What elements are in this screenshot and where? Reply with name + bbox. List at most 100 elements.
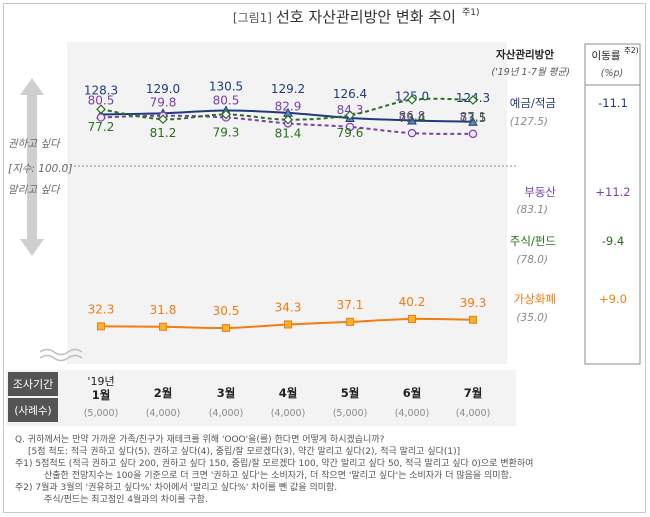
label-s3-3: 79.3 <box>213 125 240 139</box>
label-s2-4: 82.9 <box>275 99 302 113</box>
point-s3-5 <box>345 110 355 121</box>
tick-sample-2: (4,000) <box>146 408 181 419</box>
tick-sample-1: (5,000) <box>84 408 119 419</box>
tick-month-4: 4월 <box>279 386 298 400</box>
figure-frame <box>3 3 646 513</box>
tick-sample-3: (4,000) <box>209 408 244 419</box>
label-s2-1: 80.5 <box>88 93 115 107</box>
label-s2-5: 84.3 <box>337 103 364 117</box>
column-shade-3 <box>192 42 260 364</box>
axis-break-icon <box>39 348 83 362</box>
point-s4-4 <box>284 320 292 329</box>
column-shade-5 <box>316 42 384 364</box>
legend-name-4: 가상화폐 <box>514 292 556 306</box>
note-2a: 주2) 7월과 3월의 '권유하고 싶다%' 차이에서 '말리고 싶다%' 차이… <box>15 481 337 493</box>
point-s3-6 <box>407 94 417 105</box>
legend-name-2: 부동산 <box>524 185 556 199</box>
axis-top-label: 권하고 싶다 <box>8 138 61 150</box>
column-shade-2 <box>129 42 197 364</box>
series-3: 77.2 81.2 79.3 81.4 79.6 73.4 73.5 <box>88 94 487 141</box>
point-s1-6 <box>407 115 417 125</box>
point-s4-6 <box>408 314 416 323</box>
legend-avg-4: (35.0) <box>516 312 548 324</box>
legend-change-4: +9.0 <box>599 292 627 306</box>
point-s4-1 <box>97 322 105 331</box>
tick-sample-7: (4,000) <box>456 408 491 419</box>
point-s4-7 <box>469 315 477 324</box>
label-s4-7: 39.3 <box>460 296 487 310</box>
label-s2-6: 86.8 <box>399 109 426 123</box>
label-s4-6: 40.2 <box>399 295 426 309</box>
figure-tag: [그림1] <box>233 11 272 25</box>
legend-change-1: -11.1 <box>598 96 628 110</box>
tick-month-3: 3월 <box>217 386 236 400</box>
figure-header: [그림1] 선호 자산관리방안 변화 추이 주1) <box>233 7 480 26</box>
label-s2-7: 87.1 <box>460 110 487 124</box>
label-s4-1: 32.3 <box>88 302 115 316</box>
point-s2-6 <box>407 128 417 138</box>
change-column-box <box>584 43 641 365</box>
tick-month-2: 2월 <box>154 386 173 400</box>
figure-title-note: 주1) <box>462 7 480 18</box>
note-question: Q. 귀하께서는 만약 가까운 가족/친구가 재테크를 위해 'OOO'을(를)… <box>15 433 385 445</box>
label-s1-5: 126.4 <box>333 87 367 101</box>
label-s1-2: 129.0 <box>146 82 180 96</box>
column-shade-4 <box>254 42 322 364</box>
series-layer: 128.3129.0130.5129.2126.4125.0124.380.57… <box>84 79 490 332</box>
point-s4-2 <box>159 322 167 331</box>
note-1a: 주1) 5점척도 (적극 권하고 싶다 200, 권하고 싶다 150, 중립/… <box>15 457 533 469</box>
note-1b: 산출한 전망지수는 100을 기준으로 더 크면 '권하고 싶다'는 소비자가,… <box>44 469 512 481</box>
tick-month-5: 5월 <box>341 386 360 400</box>
change-title-note: 주2) <box>624 46 639 55</box>
footnotes: Q. 귀하께서는 만약 가까운 가족/친구가 재테크를 위해 'OOO'을(를)… <box>15 433 533 505</box>
column-shade-1 <box>67 42 135 364</box>
legend-header-label: 자산관리방안 <box>496 48 554 61</box>
change-title: 이동률 <box>592 50 621 62</box>
label-s4-4: 34.3 <box>275 300 302 314</box>
legend-name-1: 예금/적금 <box>510 96 556 110</box>
label-s4-3: 30.5 <box>213 304 240 318</box>
point-s3-7 <box>468 95 478 105</box>
change-unit: (%p) <box>601 68 623 79</box>
axis-bottom-label: 말리고 싶다 <box>8 184 61 196</box>
point-s3-1 <box>96 104 106 115</box>
label-s3-7: 73.5 <box>460 111 487 125</box>
note-2b: 주식/펀드는 최고점인 4월과의 차이를 구함. <box>44 493 208 505</box>
point-s1-7 <box>468 116 478 126</box>
legend-avg-1: (127.5) <box>510 116 548 128</box>
column-shading <box>67 42 507 364</box>
legend-header-sub: ('19년 1-7월 평균) <box>491 67 570 78</box>
label-s2-2: 79.8 <box>150 96 177 110</box>
point-s2-7 <box>468 129 478 139</box>
label-s3-4: 81.4 <box>275 127 302 141</box>
figure-title: 선호 자산관리방안 변화 추이 <box>276 8 456 26</box>
label-s1-1: 128.3 <box>84 83 118 97</box>
label-s4-5: 37.1 <box>337 298 364 312</box>
point-s3-4 <box>283 114 293 125</box>
row-label-sample-text: (사례수) <box>14 405 51 417</box>
series-4: 32.3 31.8 30.5 34.3 37.1 40.2 39.3 <box>88 295 487 332</box>
point-s4-3 <box>222 324 230 332</box>
tick-month-6: 6월 <box>403 386 422 400</box>
label-s3-2: 81.2 <box>150 126 177 140</box>
axis-baseline-label: [지수: 100.0] <box>8 163 72 175</box>
series-legend: 예금/적금 (127.5) -11.1 부동산 (83.1) +11.2 주식/펀드 (78.… <box>510 96 631 324</box>
direction-arrow <box>20 78 44 256</box>
arrow-down-icon <box>20 239 44 256</box>
note-scale: [5점 척도: 적극 권하고 싶다(5), 권하고 싶다(4), 중립/잘 모르… <box>28 445 460 457</box>
x-axis-table <box>6 370 516 426</box>
row-label-period-text: 조사기간 <box>13 378 53 391</box>
label-s2-3: 80.5 <box>213 93 240 107</box>
point-s3-2 <box>158 114 168 125</box>
tick-sample-4: (4,000) <box>271 408 306 419</box>
tick-month-1: 1월 <box>92 388 111 402</box>
tick-sample-5: (5,000) <box>333 408 368 419</box>
label-s4-2: 31.8 <box>150 303 177 317</box>
label-s3-5: 79.6 <box>337 126 364 140</box>
legend-change-3: -9.4 <box>602 234 624 248</box>
label-s1-4: 129.2 <box>271 82 305 96</box>
legend-name-3: 주식/펀드 <box>510 234 556 248</box>
label-s1-3: 130.5 <box>209 79 243 93</box>
